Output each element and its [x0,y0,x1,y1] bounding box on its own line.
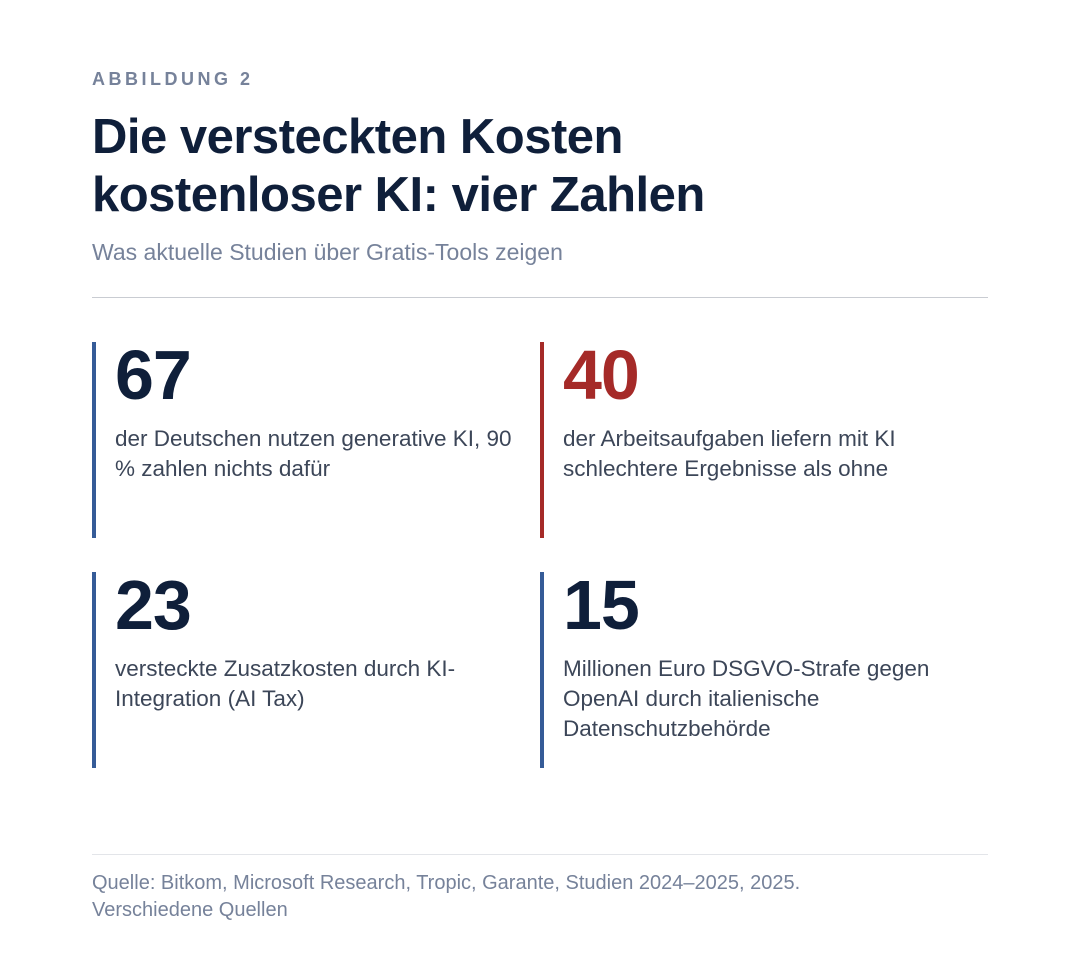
source-line-1: Quelle: Bitkom, Microsoft Research, Trop… [92,872,801,894]
stat-value: 23 [115,566,192,644]
stat-card-2: 40 der Arbeitsaufgaben liefern mit KI sc… [540,336,960,538]
stat-value: 67 [115,336,192,414]
bottom-divider [92,854,988,855]
stat-card-4: 15 Millionen Euro DSGVO-Strafe gegen Ope… [540,566,960,768]
stat-value: 40 [563,336,640,414]
source-note: Quelle: Bitkom, Microsoft Research, Trop… [92,870,992,924]
stat-card-1: 67 der Deutschen nutzen generative KI, 9… [92,336,512,538]
figure-title: Die versteckten Kosten kostenloser KI: v… [92,108,992,224]
top-divider [92,297,988,298]
stat-description: der Arbeitsaufgaben liefern mit KI schle… [563,426,896,481]
figure-subtitle: Was aktuelle Studien über Gratis-Tools z… [92,239,563,265]
source-line-2: Verschiedene Quellen [92,899,288,921]
title-line-1: Die versteckten Kosten [92,110,623,164]
stat-value: 15 [563,566,640,644]
stat-description: Millionen Euro DSGVO-Strafe gegen OpenAI… [563,656,930,741]
stat-card-3: 23 versteckte Zusatzkosten durch KI-Inte… [92,566,512,768]
stat-description: der Deutschen nutzen generative KI, 90 %… [115,426,512,481]
title-line-2: kostenloser KI: vier Zahlen [92,168,705,222]
stat-description: versteckte Zusatzkosten durch KI-Integra… [115,656,456,711]
figure-label: ABBILDUNG 2 [92,69,254,89]
